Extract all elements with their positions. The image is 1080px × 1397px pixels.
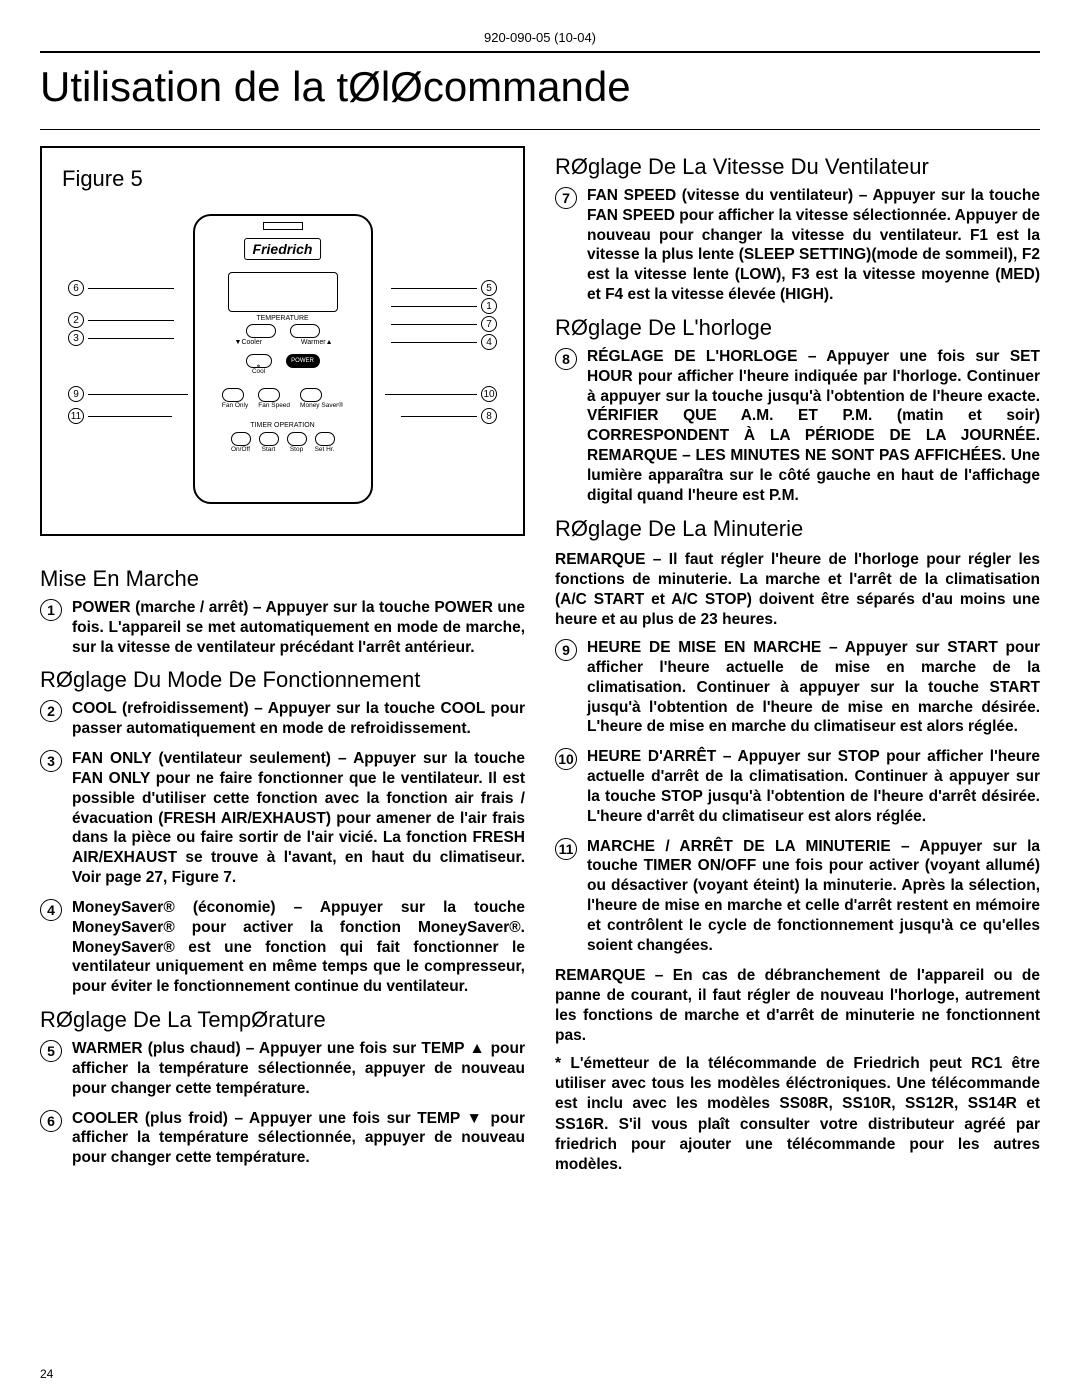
list-item: 1 POWER (marche / arrêt) – Appuyer sur la… [40, 598, 525, 657]
ir-window [263, 222, 303, 230]
sub-rule [40, 129, 1040, 130]
item-number: 10 [555, 748, 577, 770]
item-text: HEURE D'ARRÊT – Appuyer sur STOP pour af… [587, 747, 1040, 826]
temp-row [195, 324, 371, 338]
lbl-cool: Cool [246, 368, 272, 375]
btn-power: POWER [286, 354, 320, 368]
mode-row: Fan Only Fan Speed Money Saver® [195, 388, 371, 409]
item-text: FAN SPEED (vitesse du ventilateur) – App… [587, 186, 1040, 305]
section-heading: RØglage Du Mode De Fonctionnement [40, 667, 525, 693]
item-text: FAN ONLY (ventilateur seulement) – Appuy… [72, 749, 525, 888]
lbl-timer-op: TIMER OPERATION [195, 422, 371, 429]
lbl-temperature: TEMPERATURE [195, 315, 371, 322]
doc-id: 920-090-05 (10-04) [40, 30, 1040, 45]
btn-sethr [315, 432, 335, 446]
item-text: COOLER (plus froid) – Appuyer une fois s… [72, 1109, 525, 1168]
btn-money-saver [300, 388, 322, 402]
list-item: 5 WARMER (plus chaud) – Appuyer une fois … [40, 1039, 525, 1098]
item-number: 3 [40, 750, 62, 772]
item-number: 7 [555, 187, 577, 209]
lbl-sethr: Set Hr. [315, 446, 335, 453]
list-item: 6 COOLER (plus froid) – Appuyer une fois … [40, 1109, 525, 1168]
remote-screen [228, 272, 338, 312]
section-heading: RØglage De La Vitesse Du Ventilateur [555, 154, 1040, 180]
lbl-fan-only: Fan Only [222, 402, 248, 409]
item-number: 2 [40, 700, 62, 722]
power-row: ❄ Cool POWER [195, 354, 371, 375]
callout-7: 7 [391, 316, 497, 332]
section-heading: Mise En Marche [40, 566, 525, 592]
lbl-fan-speed: Fan Speed [258, 402, 290, 409]
lbl-start: Start [259, 446, 279, 453]
btn-cool: ❄ [246, 354, 272, 368]
list-item: 3 FAN ONLY (ventilateur seulement) – Appu… [40, 749, 525, 888]
lbl-onoff: On/Off [231, 446, 251, 453]
callout-5: 5 [391, 280, 497, 296]
right-sections: RØglage De La Vitesse Du Ventilateur 7 FAN… [555, 146, 1040, 1183]
list-item: 7 FAN SPEED (vitesse du ventilateur) – Ap… [555, 186, 1040, 305]
callout-3: 3 [68, 330, 174, 346]
callout-10: 10 [385, 386, 497, 402]
item-text: MoneySaver® (économie) – Appuyer sur la … [72, 898, 525, 997]
callout-11: 11 [68, 408, 172, 424]
list-item: 9 HEURE DE MISE EN MARCHE – Appuyer sur S… [555, 638, 1040, 737]
callout-6: 6 [68, 280, 174, 296]
callout-4: 4 [391, 334, 497, 350]
item-number: 5 [40, 1040, 62, 1062]
note: REMARQUE – Il faut régler l'heure de l'h… [555, 550, 1040, 631]
btn-warmer [290, 324, 320, 338]
list-item: 10 HEURE D'ARRÊT – Appuyer sur STOP pour … [555, 747, 1040, 826]
lbl-money-saver: Money Saver® [300, 402, 343, 409]
columns: Figure 5 6 2 3 9 11 5 1 7 4 10 8 Friedri… [40, 146, 1040, 1183]
btn-onoff [231, 432, 251, 446]
item-text: WARMER (plus chaud) – Appuyer une fois s… [72, 1039, 525, 1098]
timer-row: On/Off Start Stop Set Hr. [195, 432, 371, 453]
figure-label: Figure 5 [62, 166, 503, 192]
btn-fan-speed [258, 388, 280, 402]
top-rule [40, 51, 1040, 53]
left-column: Figure 5 6 2 3 9 11 5 1 7 4 10 8 Friedri… [40, 146, 525, 1183]
callout-9: 9 [68, 386, 188, 402]
lbl-cooler: ▼Cooler [235, 339, 263, 346]
item-number: 9 [555, 639, 577, 661]
note: * L'émetteur de la télécommande de Fried… [555, 1054, 1040, 1175]
left-sections: Mise En Marche 1 POWER (marche / arrêt) – … [40, 558, 525, 1178]
item-number: 11 [555, 838, 577, 860]
callout-1: 1 [391, 298, 497, 314]
item-text: HEURE DE MISE EN MARCHE – Appuyer sur ST… [587, 638, 1040, 737]
list-item: 4 MoneySaver® (économie) – Appuyer sur la… [40, 898, 525, 997]
item-number: 6 [40, 1110, 62, 1132]
btn-cooler [246, 324, 276, 338]
section-heading: RØglage De L'horloge [555, 315, 1040, 341]
item-text: COOL (refroidissement) – Appuyer sur la … [72, 699, 525, 739]
page-title: Utilisation de la tØlØcommande [40, 63, 1040, 111]
section-heading: RØglage De La TempØrature [40, 1007, 525, 1033]
list-item: 8 RÉGLAGE DE L'HORLOGE – Appuyer une fois… [555, 347, 1040, 506]
btn-start [259, 432, 279, 446]
remote-brand: Friedrich [244, 238, 322, 260]
list-item: 11 MARCHE / ARRÊT DE LA MINUTERIE – Appuy… [555, 837, 1040, 956]
right-column: RØglage De La Vitesse Du Ventilateur 7 FAN… [555, 146, 1040, 1183]
note: REMARQUE – En cas de débranchement de l'… [555, 966, 1040, 1047]
remote-body: Friedrich TEMPERATURE ▼Cooler Warmer▲ [193, 214, 373, 504]
item-number: 4 [40, 899, 62, 921]
item-number: 1 [40, 599, 62, 621]
lbl-warmer: Warmer▲ [301, 339, 333, 346]
figure-box: Figure 5 6 2 3 9 11 5 1 7 4 10 8 Friedri… [40, 146, 525, 536]
btn-fan-only [222, 388, 244, 402]
item-text: POWER (marche / arrêt) – Appuyer sur la … [72, 598, 525, 657]
section-heading: RØglage De La Minuterie [555, 516, 1040, 542]
lbl-stop: Stop [287, 446, 307, 453]
btn-stop [287, 432, 307, 446]
list-item: 2 COOL (refroidissement) – Appuyer sur la… [40, 699, 525, 739]
item-text: MARCHE / ARRÊT DE LA MINUTERIE – Appuyer… [587, 837, 1040, 956]
page-number: 24 [40, 1367, 53, 1381]
callout-8: 8 [401, 408, 497, 424]
item-text: RÉGLAGE DE L'HORLOGE – Appuyer une fois … [587, 347, 1040, 506]
callout-2: 2 [68, 312, 174, 328]
remote-diagram: 6 2 3 9 11 5 1 7 4 10 8 Friedrich TEMPER… [62, 204, 503, 514]
item-number: 8 [555, 348, 577, 370]
